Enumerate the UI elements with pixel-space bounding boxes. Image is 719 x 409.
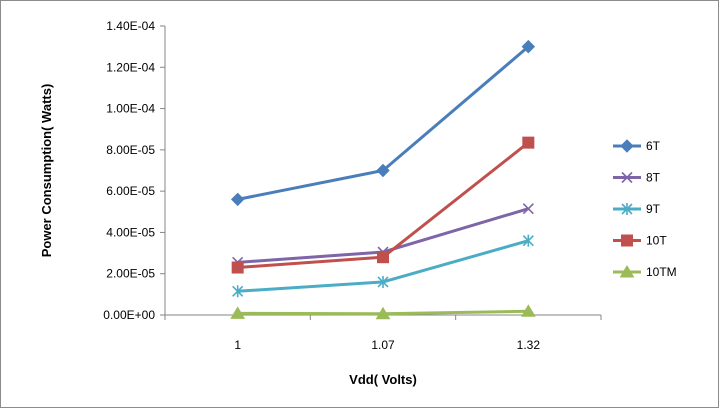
y-tick-label: 1.20E-04 [106, 60, 155, 74]
y-tick-label: 4.00E-05 [106, 225, 155, 239]
legend-marker-8T [621, 171, 633, 184]
data-point-6T [521, 39, 536, 54]
data-point-6T [230, 192, 245, 207]
data-point-10TM [520, 304, 536, 317]
legend-marker-10T [621, 234, 633, 247]
legend-label: 9T [646, 202, 661, 216]
y-tick-label: 8.00E-05 [106, 143, 155, 157]
y-axis: 0.00E+00 2.00E-05 4.00E-05 6.00E-05 8.00E-05… [103, 19, 166, 322]
series-line-10T [237, 141, 530, 270]
legend-label: 6T [646, 139, 661, 153]
x-tick-label: 1 [234, 338, 241, 352]
legend: 6T 8T 9T 10T 10TM [613, 139, 677, 279]
data-point-10TM [230, 306, 246, 319]
data-point-6T [376, 163, 390, 178]
legend-label: 8T [646, 171, 661, 185]
y-axis-title: Power Consumption( Watts) [39, 84, 54, 258]
data-point-10T [522, 136, 535, 149]
legend-marker-10TM [619, 265, 635, 278]
y-tick-label: 1.00E-04 [106, 102, 155, 116]
data-point-10T [231, 261, 244, 274]
data-point-10TM [375, 306, 391, 320]
y-tick-label: 0.00E+00 [103, 308, 155, 322]
data-point-9T [377, 275, 389, 288]
x-axis-title: Vdd( Volts) [349, 372, 417, 387]
y-tick-label: 6.00E-05 [106, 184, 155, 198]
marker-stroke [522, 203, 534, 215]
legend-label: 10T [646, 234, 667, 248]
legend-marker-9T [621, 203, 633, 215]
data-point-8T [522, 203, 534, 215]
x-axis: 1 1.07 1.32 [164, 314, 602, 352]
legend-label: 10TM [646, 265, 677, 279]
data-point-9T [522, 234, 534, 247]
marker-stroke [621, 171, 633, 184]
data-point-9T [232, 285, 244, 298]
series-lines [230, 39, 536, 320]
x-tick-label: 1.07 [371, 338, 395, 352]
x-tick-label: 1.32 [517, 338, 541, 352]
y-tick-label: 2.00E-05 [106, 267, 155, 281]
y-tick-label: 1.40E-04 [106, 19, 155, 33]
data-point-10T [377, 251, 389, 264]
legend-marker-6T [620, 139, 634, 153]
